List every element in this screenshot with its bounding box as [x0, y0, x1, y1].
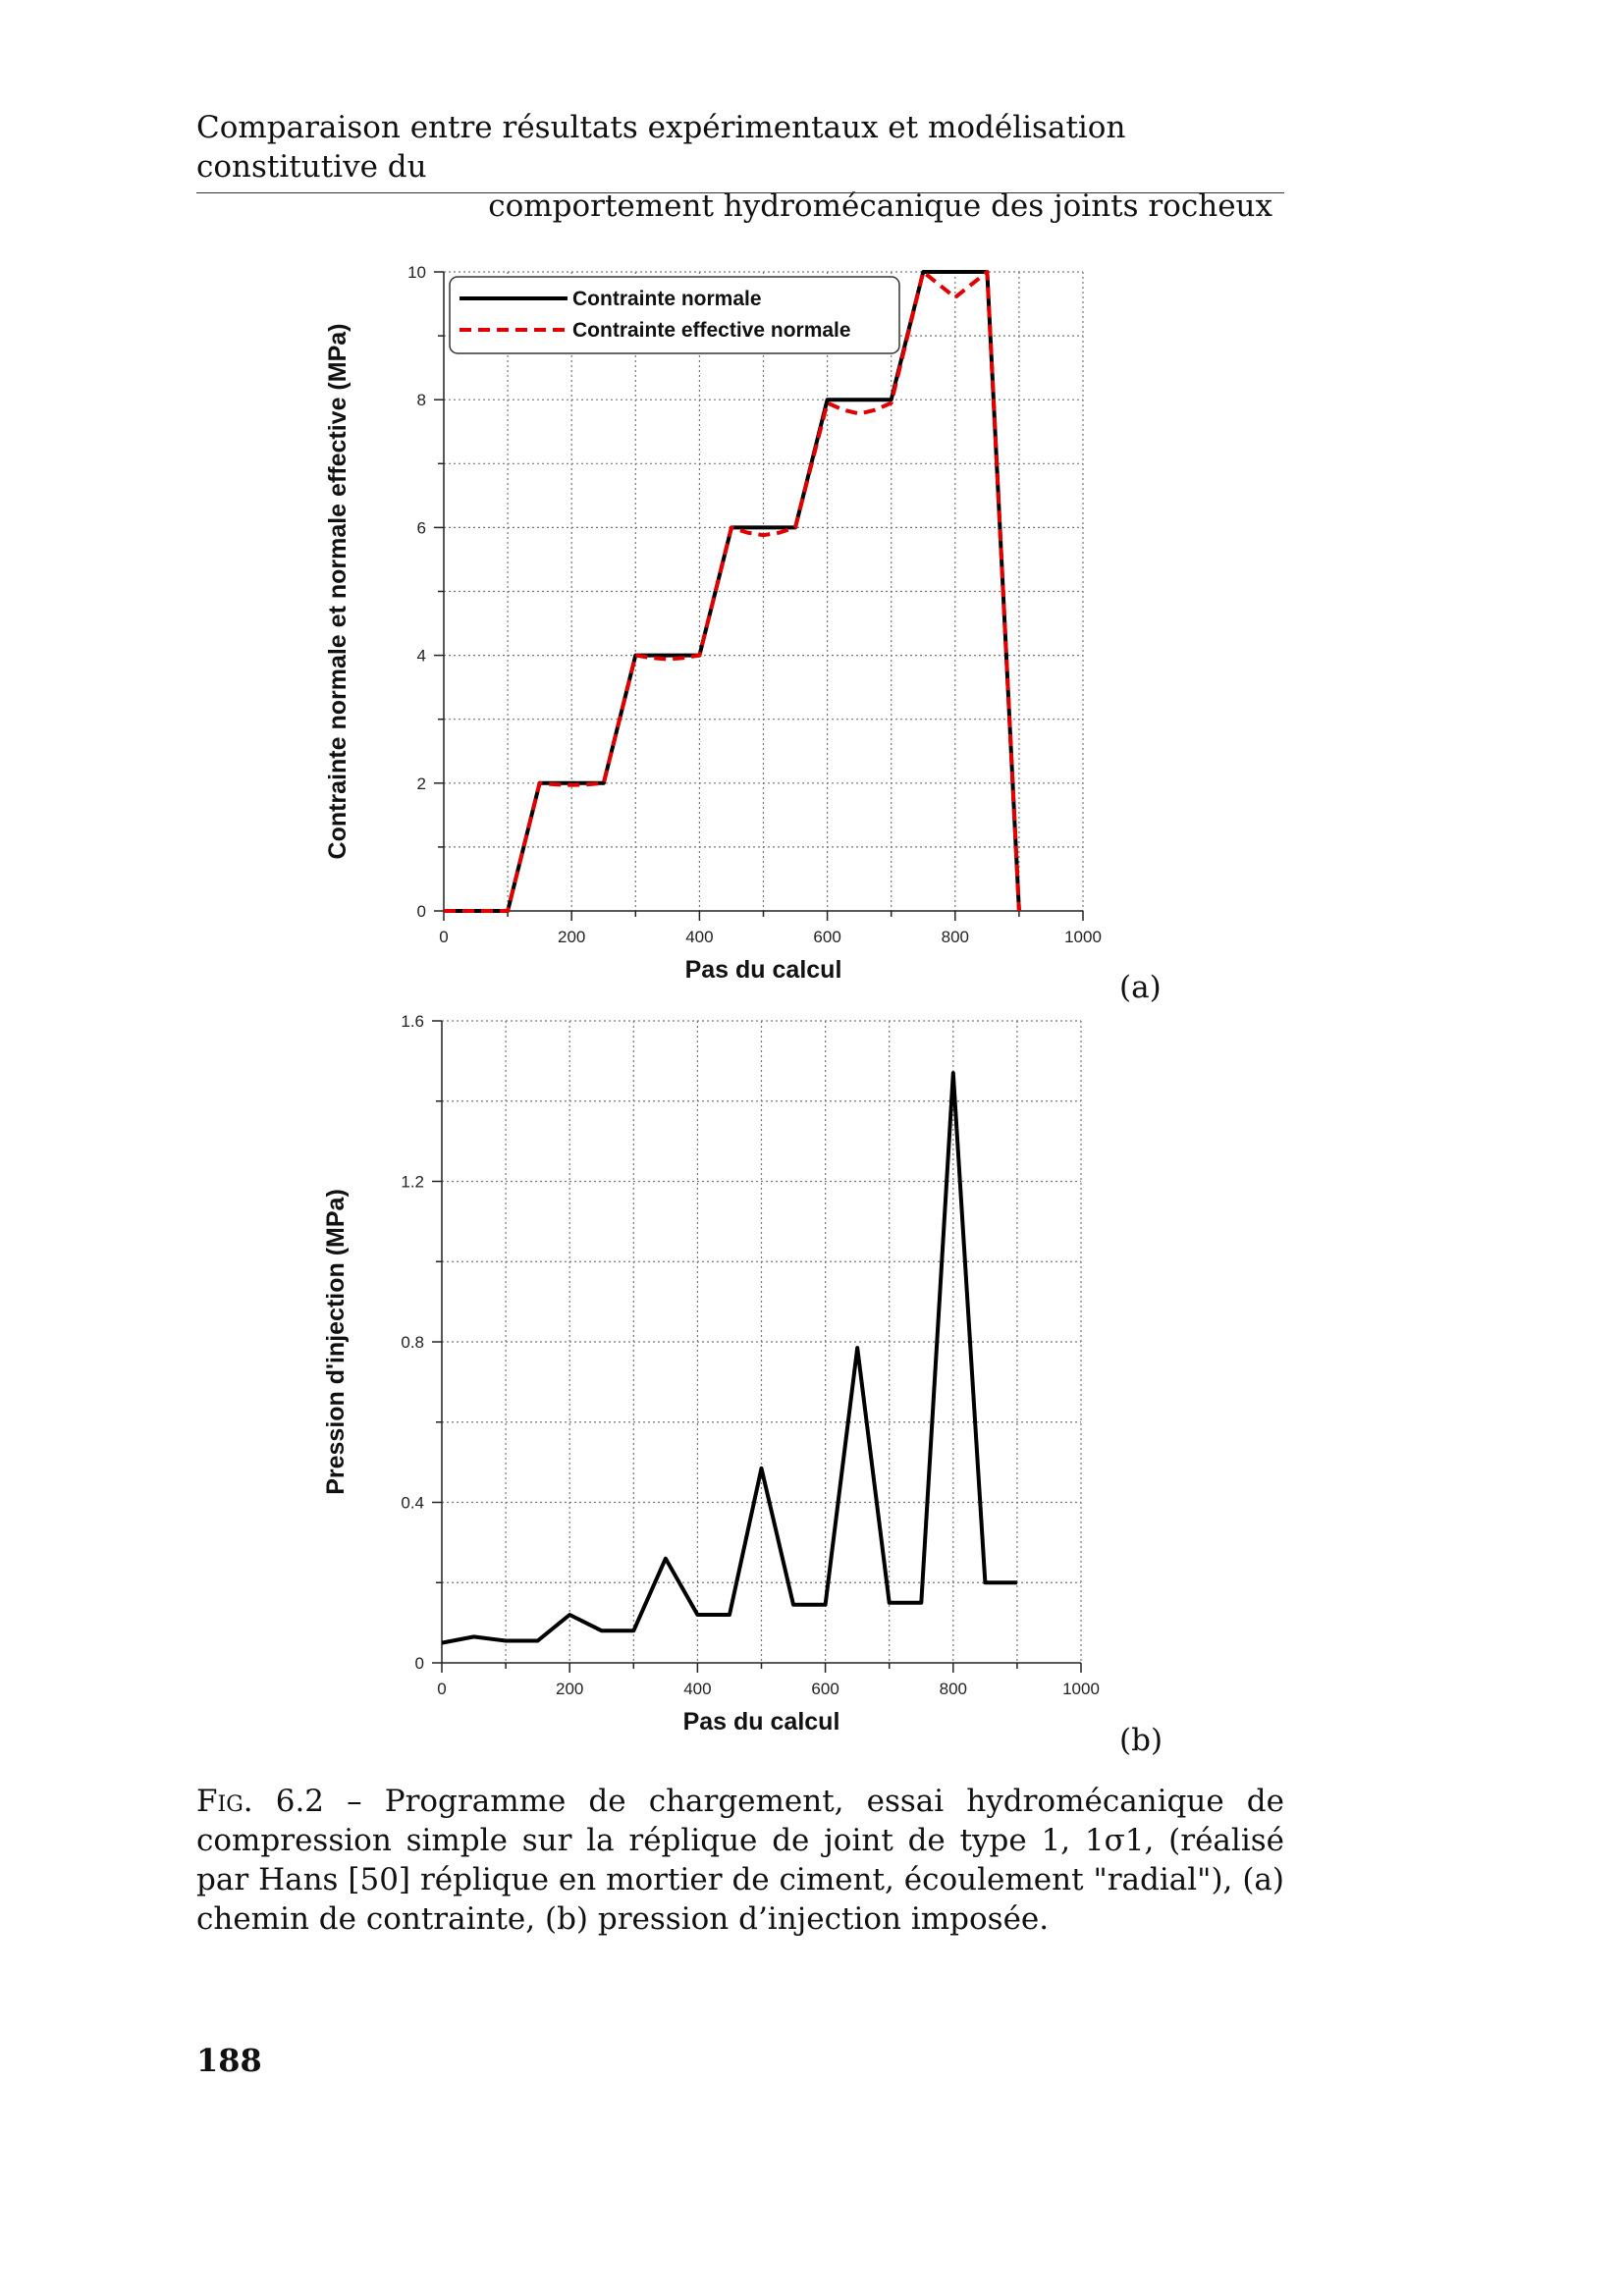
series-line-2: [444, 270, 1021, 913]
x-tick-label: 1000: [1064, 928, 1102, 946]
y-tick-label: 1.2: [401, 1173, 424, 1192]
series-line-1: [444, 270, 1021, 913]
y-tick-label: 0: [417, 902, 426, 921]
y-axis-title: Pression d'injection (MPa): [322, 1189, 350, 1495]
y-tick-label: 0.8: [401, 1333, 424, 1352]
x-tick-label: 800: [942, 928, 969, 946]
x-tick-label: 200: [556, 1680, 583, 1698]
legend-box: [449, 276, 900, 354]
figure-label: Fig. 6.2: [196, 1784, 325, 1819]
running-header: Comparaison entre résultats expérimentau…: [196, 108, 1284, 226]
legend-label-1: Contrainte normale: [572, 288, 762, 310]
chart-b: 0 200 400 600 800 1000 0 0.4 0.8 1.2 1.6 Pas du cal…: [322, 1012, 1100, 1735]
x-tick-label: 1000: [1062, 1680, 1100, 1698]
caption-text: – Programme de chargement, essai hydromé…: [196, 1784, 1284, 1937]
y-tick-label: 6: [417, 518, 426, 537]
page-number: 188: [196, 2042, 262, 2079]
y-tick-label: 4: [417, 647, 426, 666]
panel-label-a: (a): [1119, 970, 1162, 1005]
x-tick-label: 800: [940, 1680, 967, 1698]
chart-a: 0 200 400 600 800 1000 0 2 4 6 8 10 Pas du calcul Con…: [324, 263, 1102, 984]
x-axis-title: Pas du calcul: [683, 1708, 840, 1735]
panel-label-b: (b): [1119, 1723, 1163, 1758]
x-tick-label: 400: [685, 928, 713, 946]
y-tick-label: 0: [415, 1654, 424, 1673]
y-tick-label: 1.6: [401, 1012, 424, 1031]
y-axis-title: Contrainte normale et normale effective …: [324, 324, 352, 860]
x-tick-label: 200: [558, 928, 585, 946]
figure-caption: Fig. 6.2 – Programme de chargement, essa…: [196, 1782, 1284, 1939]
x-tick-label: 600: [813, 928, 840, 946]
x-tick-label: 600: [811, 1680, 839, 1698]
header-line-1: Comparaison entre résultats expérimentau…: [196, 110, 1126, 185]
x-tick-label: 0: [439, 928, 448, 946]
y-tick-label: 10: [407, 263, 426, 282]
header-line-2: comportement hydromécanique des joints r…: [488, 188, 1272, 224]
series-line-1: [441, 1071, 1017, 1645]
header-rule: [196, 192, 1284, 193]
y-tick-label: 2: [417, 774, 426, 793]
legend-label-2: Contrainte effective normale: [572, 319, 851, 342]
y-tick-label: 8: [417, 391, 426, 409]
x-tick-label: 400: [683, 1680, 711, 1698]
x-axis-title: Pas du calcul: [685, 956, 842, 984]
y-tick-label: 0.4: [401, 1494, 424, 1513]
x-tick-label: 0: [437, 1680, 446, 1698]
